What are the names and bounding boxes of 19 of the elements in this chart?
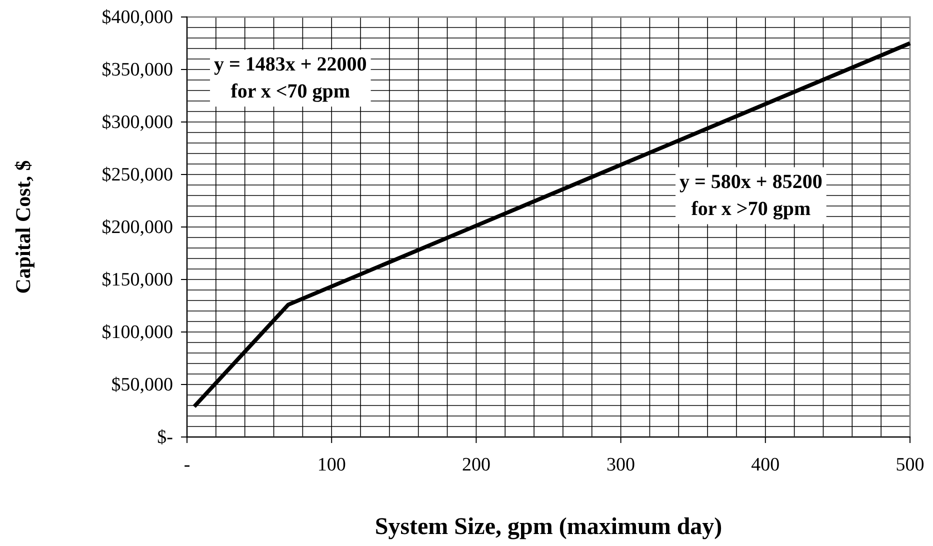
x-tick-label: 200 <box>462 454 490 476</box>
y-tick-label: $100,000 <box>102 322 173 344</box>
y-tick-label: $300,000 <box>102 112 173 134</box>
y-tick-label: $50,000 <box>111 374 173 396</box>
x-tick-label: - <box>184 454 190 476</box>
y-tick-label: $400,000 <box>102 7 173 28</box>
x-tick-label: 400 <box>751 454 780 476</box>
y-tick-label: $150,000 <box>102 270 173 291</box>
y-tick-label: $350,000 <box>102 60 173 81</box>
annotation: y = 580x + 85200 for x >70 gpm <box>680 171 822 220</box>
y-tick-label: $200,000 <box>102 217 173 238</box>
y-tick-label: $- <box>157 427 173 448</box>
y-axis-title: Capital Cost, $ <box>11 160 35 294</box>
y-tick-label: $250,000 <box>102 164 173 186</box>
x-tick-label: 300 <box>606 454 636 476</box>
x-tick-label: 500 <box>896 454 924 476</box>
x-axis-title: System Size, gpm (maximum day) <box>374 514 722 540</box>
annotation: y = 1483x + 22000 for x <70 gpm <box>214 54 367 103</box>
x-tick-label: 100 <box>317 454 346 476</box>
